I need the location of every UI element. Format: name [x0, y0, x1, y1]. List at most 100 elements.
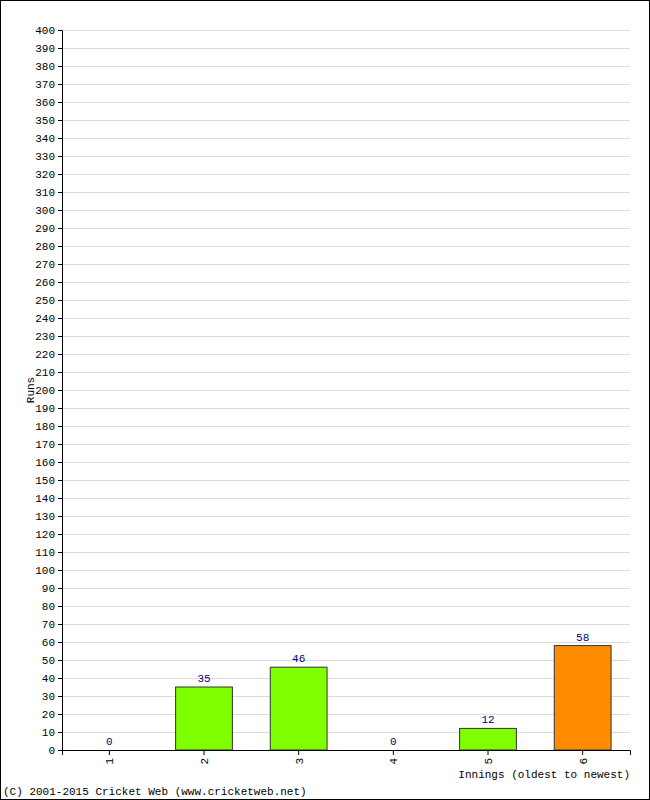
- grid-line: [62, 354, 630, 355]
- x-tick: 3: [294, 750, 306, 765]
- y-tick: 250: [35, 295, 62, 307]
- y-tick: 150: [35, 475, 62, 487]
- y-tick-label: 190: [35, 403, 55, 415]
- y-tick: 230: [35, 331, 62, 343]
- grid-line: [62, 156, 630, 157]
- y-tick-mark: [58, 210, 62, 211]
- y-tick-label: 130: [35, 511, 55, 523]
- y-tick-label: 150: [35, 475, 55, 487]
- y-tick-mark: [58, 444, 62, 445]
- y-tick-mark: [58, 120, 62, 121]
- y-tick-mark: [58, 318, 62, 319]
- y-tick-mark: [58, 30, 62, 31]
- y-tick-label: 120: [35, 529, 55, 541]
- y-tick-mark: [58, 66, 62, 67]
- bar: [460, 728, 517, 750]
- y-tick: 90: [42, 583, 62, 595]
- y-tick-mark: [58, 624, 62, 625]
- grid-line: [62, 336, 630, 337]
- background: [1, 1, 650, 800]
- grid-line: [62, 138, 630, 139]
- y-tick: 360: [35, 97, 62, 109]
- y-tick: 40: [42, 673, 62, 685]
- y-tick-label: 330: [35, 151, 55, 163]
- y-tick: 300: [35, 205, 62, 217]
- x-tick-mark: [582, 750, 583, 755]
- y-tick: 220: [35, 349, 62, 361]
- y-tick-label: 110: [35, 547, 55, 559]
- bar: [81, 750, 138, 751]
- y-tick: 100: [35, 565, 62, 577]
- bar: [554, 646, 611, 750]
- grid-line: [62, 390, 630, 391]
- data-label: 0: [106, 736, 113, 748]
- grid-line: [62, 192, 630, 193]
- y-tick-label: 170: [35, 439, 55, 451]
- y-tick-label: 270: [35, 259, 55, 271]
- grid-line: [62, 606, 630, 607]
- bar: [365, 750, 422, 751]
- x-tick-mark: [204, 750, 205, 755]
- y-tick-label: 10: [42, 727, 55, 739]
- y-tick: 320: [35, 169, 62, 181]
- y-tick-label: 390: [35, 43, 55, 55]
- grid-line: [62, 660, 630, 661]
- x-tick: 2: [199, 750, 211, 765]
- data-label: 12: [481, 714, 494, 726]
- y-tick-label: 80: [42, 601, 55, 613]
- x-tick-label: 6: [578, 758, 590, 765]
- grid-line: [62, 462, 630, 463]
- y-tick-mark: [58, 750, 62, 751]
- y-tick-label: 250: [35, 295, 55, 307]
- grid-line: [62, 372, 630, 373]
- y-tick-mark: [58, 732, 62, 733]
- grid-line: [62, 426, 630, 427]
- data-label: 0: [390, 736, 397, 748]
- y-tick-mark: [58, 498, 62, 499]
- x-tick: 4: [388, 750, 400, 765]
- y-tick: 270: [35, 259, 62, 271]
- y-tick-mark: [58, 552, 62, 553]
- y-tick-label: 350: [35, 115, 55, 127]
- y-tick-mark: [58, 300, 62, 301]
- grid-line: [62, 570, 630, 571]
- grid-line: [62, 480, 630, 481]
- grid-line: [62, 174, 630, 175]
- y-tick-mark: [58, 228, 62, 229]
- grid: [62, 31, 630, 751]
- y-tick-label: 180: [35, 421, 55, 433]
- grid-line: [62, 318, 630, 319]
- y-tick-mark: [58, 696, 62, 697]
- grid-line: [62, 84, 630, 85]
- y-tick-label: 140: [35, 493, 55, 505]
- y-tick-label: 40: [42, 673, 55, 685]
- y-tick: 340: [35, 133, 62, 145]
- y-tick: 0: [48, 745, 62, 757]
- y-tick: 10: [42, 727, 62, 739]
- data-labels: 0354601258: [106, 632, 589, 748]
- y-tick-label: 370: [35, 79, 55, 91]
- y-tick: 70: [42, 619, 62, 631]
- grid-line: [62, 696, 630, 697]
- chart: 0102030405060708090100110120130140150160…: [0, 0, 650, 800]
- x-axis-line: [63, 751, 631, 756]
- y-tick-mark: [58, 642, 62, 643]
- y-tick: 60: [42, 637, 62, 649]
- y-tick-label: 360: [35, 97, 55, 109]
- grid-line: [62, 228, 630, 229]
- grid-line: [62, 714, 630, 715]
- data-label: 35: [197, 673, 210, 685]
- grid-line: [62, 624, 630, 625]
- grid-line: [62, 552, 630, 553]
- y-tick-label: 160: [35, 457, 55, 469]
- y-tick-mark: [58, 192, 62, 193]
- grid-line: [62, 246, 630, 247]
- grid-line: [62, 102, 630, 103]
- y-tick: 120: [35, 529, 62, 541]
- bars: [176, 646, 611, 750]
- y-tick: 170: [35, 439, 62, 451]
- y-tick: 260: [35, 277, 62, 289]
- y-tick-label: 290: [35, 223, 55, 235]
- grid-line: [62, 210, 630, 211]
- y-tick: 200: [35, 385, 62, 397]
